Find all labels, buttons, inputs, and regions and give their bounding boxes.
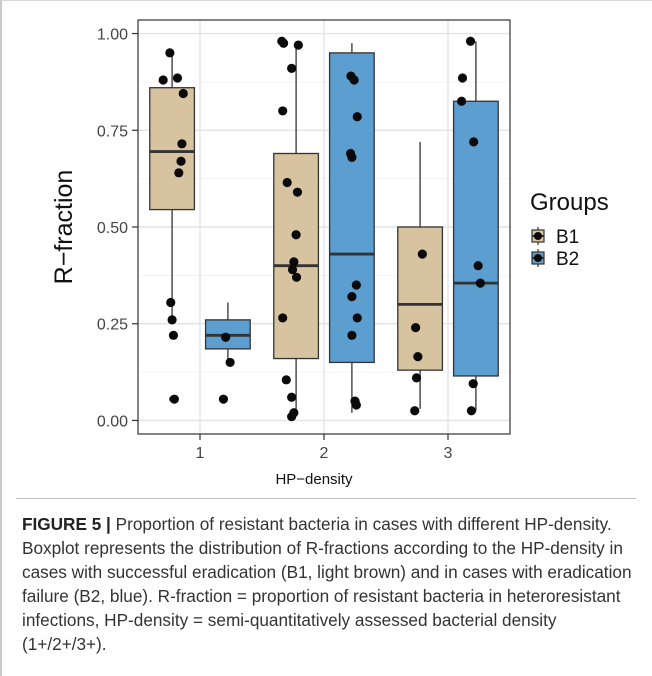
caption-label: FIGURE 5 |	[22, 514, 111, 534]
data-point-B2	[475, 278, 485, 288]
data-point-B1	[169, 394, 179, 404]
x-tick-label: 3	[444, 445, 453, 462]
y-axis: 0.00 0.25 0.50 0.75 1.00	[97, 27, 138, 430]
box-B2-3	[452, 41, 499, 411]
data-point-B1	[293, 40, 303, 50]
box-body	[452, 100, 499, 377]
data-point-B1	[282, 177, 292, 188]
box-body	[328, 52, 375, 364]
data-point-B1	[289, 257, 299, 267]
data-point-B1	[177, 139, 187, 149]
points-layer	[158, 36, 485, 422]
frame-border-left	[0, 0, 2, 676]
data-point-B1	[411, 373, 422, 383]
figure-caption: FIGURE 5 | Proportion of resistant bacte…	[22, 512, 632, 656]
legend-key-point	[534, 232, 542, 240]
legend-label-B1: B1	[556, 227, 579, 248]
box-layer	[149, 41, 499, 417]
data-point-B2	[352, 112, 362, 122]
data-point-B1	[278, 313, 288, 323]
box-body	[149, 87, 196, 211]
data-point-B1	[287, 63, 297, 73]
data-point-B2	[347, 152, 357, 162]
data-point-B2	[457, 73, 468, 83]
data-point-B1	[281, 375, 291, 385]
data-point-B2	[351, 400, 361, 410]
box-B1-2	[273, 41, 320, 417]
y-tick-label: 0.25	[97, 317, 128, 334]
legend-title: Groups	[530, 189, 609, 216]
data-point-B1	[413, 352, 423, 362]
y-tick-label: 0.75	[97, 123, 128, 140]
data-point-B1	[168, 330, 179, 340]
data-point-B1	[172, 73, 183, 83]
data-point-B1	[287, 392, 297, 402]
data-point-B2	[349, 75, 359, 85]
box-body	[273, 152, 320, 360]
x-tick-label: 2	[320, 445, 329, 462]
data-point-B1	[417, 249, 427, 259]
y-tick-label: 1.00	[97, 27, 128, 44]
legend-key-B1	[531, 227, 545, 245]
y-axis-title: R−fraction	[50, 170, 78, 285]
box-body	[397, 226, 444, 371]
data-point-B1	[287, 264, 298, 275]
box-B2-2	[328, 43, 375, 413]
data-point-B1	[287, 411, 297, 422]
data-point-B1	[411, 322, 421, 333]
data-point-B1	[178, 88, 188, 99]
x-axis-title: HP−density	[275, 471, 353, 488]
data-point-B2	[347, 330, 357, 340]
grid-lines	[138, 20, 510, 434]
y-tick-label: 0.00	[97, 413, 128, 430]
data-point-B1	[174, 168, 184, 178]
caption-separator	[16, 498, 636, 499]
data-point-B1	[167, 315, 177, 325]
boxplot-chart: 0.00 0.25 0.50 0.75 1.00 1 2 3 HP−density R−fr…	[50, 19, 609, 488]
legend-key-B2	[531, 249, 545, 267]
caption-text: Proportion of resistant bacteria in case…	[22, 514, 632, 654]
data-point-B2	[465, 36, 476, 46]
data-point-B2	[469, 137, 479, 147]
box-B1-3	[397, 141, 444, 409]
legend-label-B2: B2	[556, 249, 579, 270]
data-point-B1	[278, 106, 288, 116]
x-axis: 1 2 3	[196, 434, 453, 462]
data-point-B2	[466, 406, 477, 416]
y-tick-label: 0.50	[97, 220, 128, 237]
data-point-B1	[176, 156, 186, 166]
data-point-B2	[225, 357, 235, 368]
data-point-B1	[158, 75, 168, 85]
data-point-B2	[468, 379, 478, 389]
data-point-B1	[291, 230, 301, 240]
data-point-B1	[410, 406, 420, 416]
data-point-B1	[279, 38, 289, 48]
data-point-B2	[351, 280, 361, 290]
data-point-B1	[291, 272, 302, 282]
data-point-B2	[473, 261, 483, 271]
data-point-B1	[165, 48, 175, 58]
data-point-B2	[218, 394, 229, 404]
x-tick-label: 1	[196, 445, 205, 462]
data-point-B2	[352, 313, 362, 323]
data-point-B1	[166, 297, 176, 308]
data-point-B1	[292, 187, 303, 197]
data-point-B2	[457, 96, 467, 106]
legend-key-point	[534, 254, 542, 262]
data-point-B2	[347, 292, 357, 302]
data-point-B2	[221, 332, 231, 342]
frame-border-top	[0, 0, 652, 1]
